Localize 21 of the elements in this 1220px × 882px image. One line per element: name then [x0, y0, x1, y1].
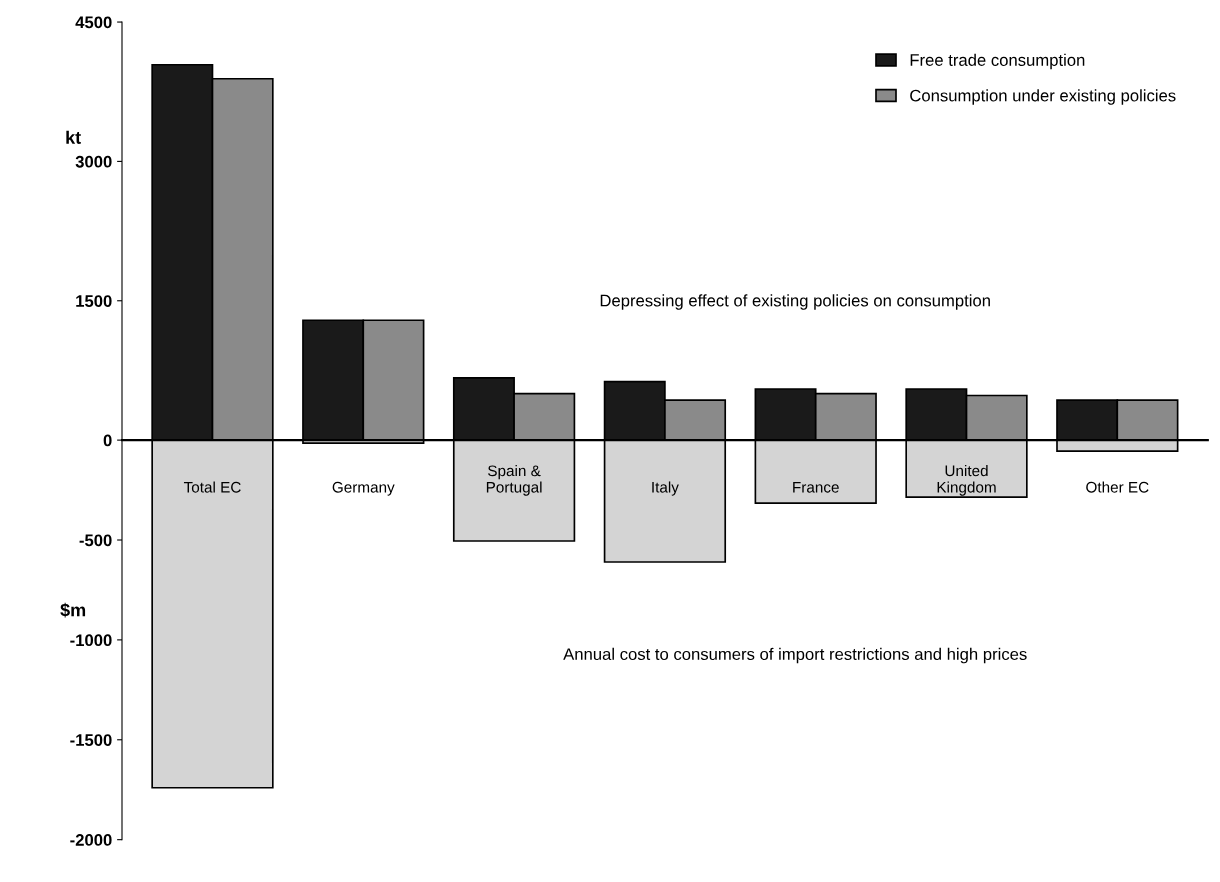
y-tick-label: -1500 — [70, 734, 112, 746]
x-tick-label: Total EC — [183, 481, 241, 493]
y-axis-title: $m — [60, 602, 86, 618]
legend-label: Consumption under existing policies — [910, 89, 1176, 105]
x-tick-label: Other EC — [1086, 481, 1149, 493]
annotation: Depressing effect of existing policies on consumption — [600, 294, 990, 310]
legend-label: Free trade consumption — [910, 53, 1085, 70]
x-tick-label: France — [793, 481, 839, 493]
x-tick-label: Italy — [652, 481, 679, 496]
x-tick-label: Spain & Portugal — [486, 464, 542, 496]
y-axis-title: kt — [66, 130, 81, 144]
x-tick-label: United Kingdom — [937, 464, 996, 496]
y-tick-label: 4500 — [75, 16, 112, 29]
y-tick-label: 1500 — [76, 295, 112, 307]
y-tick-label: 0 — [103, 434, 112, 447]
y-tick-label: -500 — [79, 534, 112, 547]
x-tick-label: Germany — [332, 481, 395, 496]
y-tick-label: -1000 — [70, 634, 112, 647]
annotation: Annual cost to consumers of import restrictions and high prices — [563, 647, 1027, 664]
y-tick-label: 3000 — [75, 155, 112, 168]
y-tick-label: -2000 — [70, 834, 112, 846]
